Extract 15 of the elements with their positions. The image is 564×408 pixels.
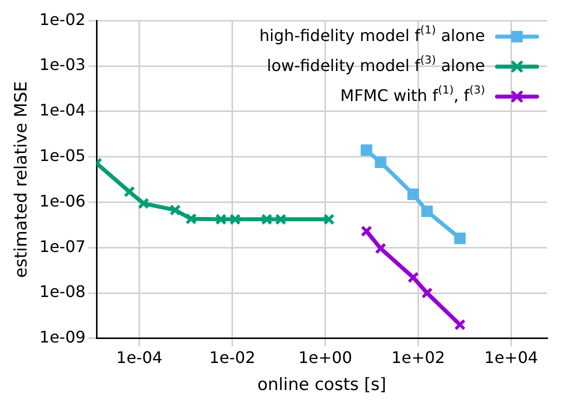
y-tick-label: 1e-08 bbox=[39, 282, 86, 302]
y-tick-label: 1e-03 bbox=[39, 55, 86, 74]
y-tick-label: 1e-09 bbox=[39, 328, 86, 347]
y-axis-title: estimated relative MSE bbox=[12, 81, 32, 278]
x-tick-label: 1e+02 bbox=[391, 348, 446, 368]
x-tick-label: 1e-04 bbox=[116, 348, 162, 368]
y-tick-label: 1e-05 bbox=[39, 146, 86, 165]
y-tick-label: 1e-07 bbox=[39, 236, 86, 256]
x-tick-label: 1e+00 bbox=[298, 348, 352, 368]
x-tick-label: 1e-02 bbox=[209, 348, 256, 368]
y-tick-label: 1e-04 bbox=[39, 100, 86, 120]
x-axis-title: online costs [s] bbox=[257, 375, 386, 396]
x-tick-label: 1e+04 bbox=[484, 348, 538, 368]
y-tick-label: 1e-06 bbox=[39, 191, 86, 210]
y-tick-label: 1e-02 bbox=[39, 10, 86, 29]
